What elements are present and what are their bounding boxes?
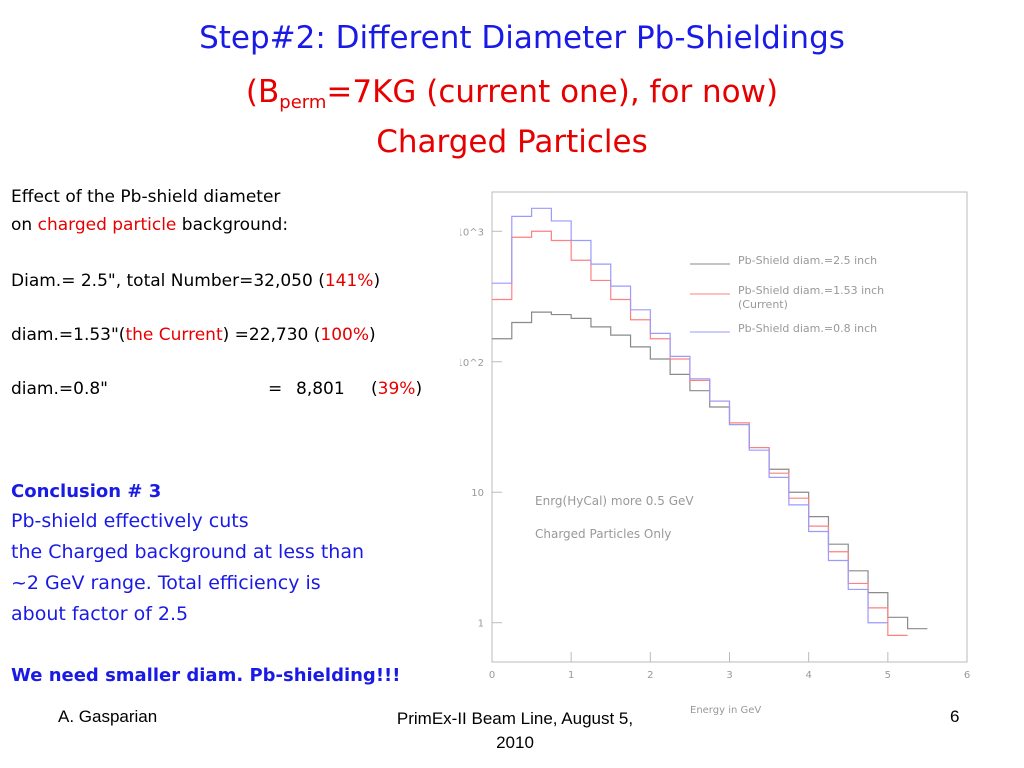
row3-label: diam.=0.8" (11, 379, 108, 399)
footer-event: PrimEx-II Beam Line, August 5, 2010 (370, 707, 660, 755)
conclusion-line-4: about factor of 2.5 (11, 603, 189, 625)
footer-author: A. Gasparian (58, 707, 158, 726)
final-statement: We need smaller diam. Pb-shielding!!! (11, 665, 401, 686)
row1-label: Diam.= 2.5", total Number=32,050 ( (11, 271, 325, 291)
row2-current: the Current (125, 325, 223, 345)
conclusion-title: Conclusion # 3 (11, 481, 162, 502)
row3-close: ) (415, 379, 423, 399)
x-tick-label: 0 (489, 670, 495, 681)
conclusion-line-2: the Charged background at less than (11, 541, 365, 563)
result-row-1-53: diam.=1.53"(the Current) =22,730 (100%) (11, 324, 376, 346)
annotation-charged-only: Charged Particles Only (535, 527, 671, 541)
row3-equals: = (268, 379, 283, 399)
y-tick-label: 10^2 (460, 358, 484, 369)
intro-line2: on charged particle background: (11, 214, 288, 236)
plot-frame (491, 191, 968, 663)
slide-title-line3: Charged Particles (376, 124, 648, 160)
y-tick-label: 10^3 (460, 227, 484, 238)
subtitle-prefix: (B (245, 74, 280, 110)
legend-entry: Pb-Shield diam.=0.8 inch (738, 322, 877, 335)
x-axis-label: Energy in GeV (690, 705, 761, 716)
intro-suffix: background: (176, 215, 289, 235)
slide-subtitle: (Bperm=7KG (current one), for now) (0, 72, 1024, 123)
row2-label: diam.=1.53"( (11, 325, 126, 345)
footer-event-line1: PrimEx-II Beam Line, August 5, (396, 709, 634, 728)
result-row-0-8: diam.=0.8" = 8,801 (39%) (11, 378, 422, 400)
annotation-energy-cut: Enrg(HyCal) more 0.5 GeV (535, 494, 694, 508)
x-tick-label: 1 (568, 670, 574, 681)
row3-value: 8,801 (296, 379, 345, 399)
conclusion-line-1: Pb-shield effectively cuts (11, 510, 249, 532)
y-tick-label: 10 (471, 488, 484, 499)
x-tick-label: 3 (726, 670, 732, 681)
row1-close: ) (373, 271, 381, 291)
row3-open: ( (371, 379, 378, 399)
row2-percent: 100% (320, 325, 370, 345)
row3-percent: 39% (377, 379, 416, 399)
x-tick-label: 4 (805, 670, 811, 681)
slide-title: Step#2: Different Diameter Pb-Shieldings (199, 20, 845, 56)
series-line-1 (492, 230, 908, 636)
footer-page-number: 6 (950, 707, 960, 726)
subtitle-suffix: =7KG (current one), for now) (326, 74, 779, 110)
x-tick-label: 6 (964, 670, 970, 681)
y-tick-label: 1 (478, 619, 484, 630)
intro-prefix: on (11, 215, 38, 235)
series-line-0 (492, 311, 928, 630)
conclusion-line-3: ~2 GeV range. Total efficiency is (11, 572, 321, 594)
row2-mid: ) =22,730 ( (222, 325, 321, 345)
footer-event-line2: 2010 (496, 733, 534, 752)
row2-close: ) (369, 325, 376, 345)
row1-percent: 141% (324, 271, 374, 291)
legend-entry: Pb-Shield diam.=1.53 inch (Current) (738, 284, 884, 311)
x-tick-label: 2 (647, 670, 653, 681)
series-line-2 (492, 207, 888, 624)
intro-highlight: charged particle (37, 215, 177, 235)
subtitle-subscript: perm (279, 92, 327, 113)
x-tick-label: 5 (885, 670, 891, 681)
legend-entry: Pb-Shield diam.=2.5 inch (738, 254, 877, 267)
result-row-2-5: Diam.= 2.5", total Number=32,050 (141%) (11, 270, 380, 292)
energy-histogram: 1 10 10^2 10^3 0 1 2 3 4 5 6 Pb-Shield diam.=2.5 … (460, 191, 970, 716)
intro-line1: Effect of the Pb-shield diameter (11, 187, 281, 207)
